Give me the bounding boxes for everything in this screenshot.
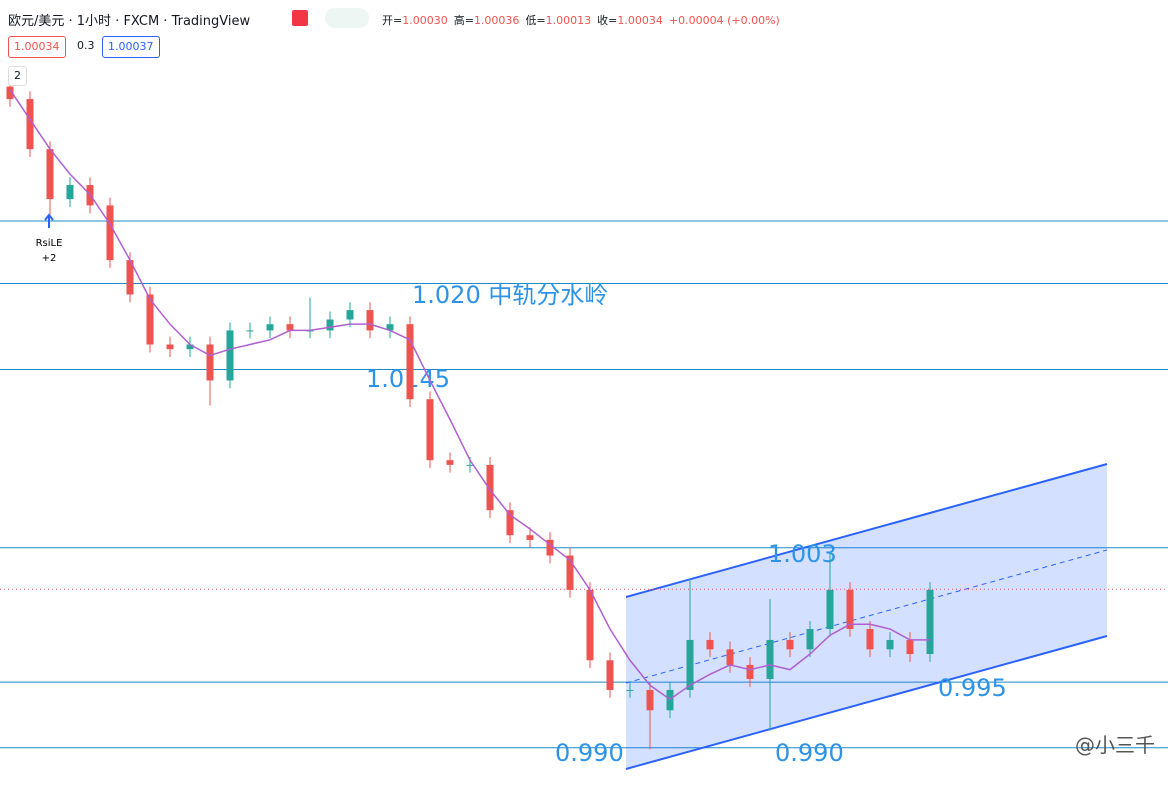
- candle-body: [826, 589, 834, 629]
- candle-body: [866, 628, 874, 650]
- annotation: 1.020 中轨分水岭: [412, 281, 608, 309]
- candle-body: [46, 149, 54, 200]
- ohlc-value: 1.00036: [473, 14, 520, 27]
- candle-body: [746, 664, 754, 680]
- candle-body: [686, 639, 694, 690]
- ohlc-label: 开=: [382, 14, 403, 27]
- candle-body: [526, 535, 534, 540]
- ohlc-value: 1.00034: [617, 14, 663, 27]
- status-pill[interactable]: [325, 8, 369, 28]
- symbol-title[interactable]: 欧元/美元 · 1小时 · FXCM · TradingView: [8, 14, 251, 29]
- candle-body: [126, 260, 134, 295]
- candle-body: [166, 344, 174, 350]
- channel-lower: [625, 635, 1108, 770]
- channel-fill: [626, 464, 1107, 769]
- candle-body: [186, 344, 194, 350]
- candle-body: [626, 689, 634, 691]
- ohlc-value: 1.00030: [402, 14, 448, 27]
- ohlc-value: 1.00013: [545, 14, 592, 27]
- ohlc-change: +0.00004 (+0.00%): [668, 14, 780, 27]
- candle-body: [466, 464, 474, 466]
- candle-body: [366, 310, 374, 331]
- candle-body: [266, 324, 274, 331]
- candle-body: [286, 324, 294, 331]
- flag-icon[interactable]: [292, 10, 308, 26]
- candle-body: [646, 689, 654, 711]
- annotation: 0.990: [775, 739, 844, 767]
- candle-body: [206, 344, 214, 381]
- signal-label: RsiLE: [36, 238, 63, 249]
- ohlc-legend: 开=1.00030 高=1.00036 低=1.00013 收=1.00034 +0.0…: [382, 12, 786, 28]
- candle-body: [806, 628, 814, 650]
- spread: 0.3: [72, 36, 100, 56]
- candle-body: [386, 324, 394, 331]
- ohlc-label: 收=: [597, 14, 618, 27]
- sell-button[interactable]: 1.00034: [8, 36, 66, 58]
- signal-arrow: [44, 213, 54, 228]
- candle-body: [506, 510, 514, 536]
- candle-body: [346, 310, 354, 320]
- candle-body: [426, 399, 434, 461]
- candle-body: [406, 324, 414, 400]
- annotation: 1.003: [768, 540, 837, 568]
- candle-body: [846, 589, 854, 629]
- buy-button[interactable]: 1.00037: [102, 36, 160, 58]
- ohlc-label: 低=: [525, 14, 546, 27]
- candle-body: [586, 589, 594, 661]
- candle-body: [886, 639, 894, 650]
- candle-body: [786, 639, 794, 650]
- candle-body: [606, 660, 614, 690]
- candle-body: [66, 185, 74, 200]
- candle-body: [706, 639, 714, 650]
- candle-body: [926, 589, 934, 655]
- candle-body: [546, 539, 554, 556]
- watermark: @小三千: [1075, 733, 1155, 757]
- candle-body: [566, 555, 574, 590]
- candle-body: [226, 330, 234, 381]
- channel-mid: [625, 549, 1108, 684]
- candle-body: [906, 639, 914, 655]
- candle-body: [726, 649, 734, 665]
- candle-body: [6, 86, 14, 100]
- annotation: 0.995: [938, 674, 1007, 702]
- ohlc-label: 高=: [453, 14, 474, 27]
- moving-average: [9, 89, 930, 701]
- candle-body: [766, 639, 774, 680]
- channel-upper: [625, 463, 1108, 598]
- annotation: 0.990: [555, 739, 624, 767]
- indicator-toggle[interactable]: 2: [8, 66, 27, 86]
- candle-body: [26, 99, 34, 150]
- candle-body: [486, 464, 494, 511]
- signal-count: +2: [42, 253, 57, 264]
- candle-body: [106, 205, 114, 261]
- candle-body: [146, 294, 154, 345]
- candle-body: [446, 460, 454, 465]
- candle-body: [326, 319, 334, 331]
- candle-body: [246, 330, 254, 332]
